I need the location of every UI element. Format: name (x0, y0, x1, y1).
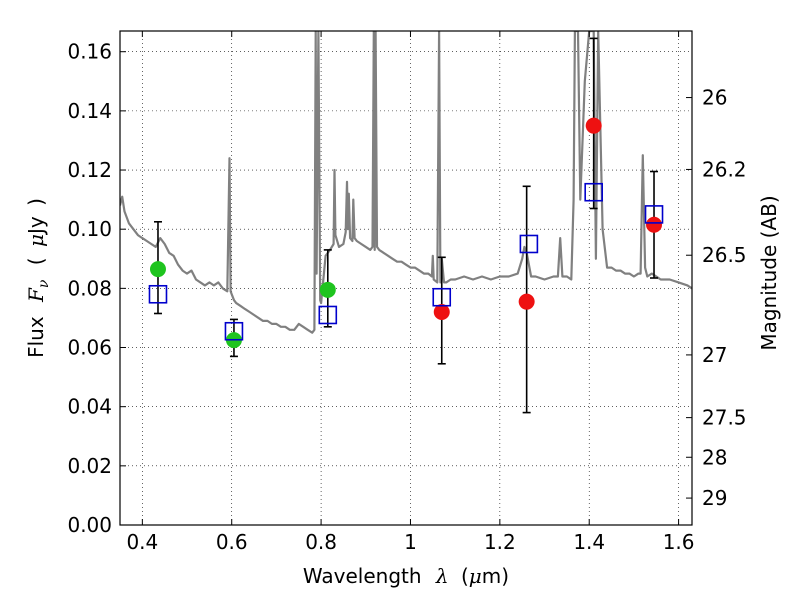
red-data-point (646, 216, 663, 233)
y-tick-label: 0.06 (67, 336, 112, 360)
y-tick-label: 0.10 (67, 217, 112, 241)
x-tick-label: 0.4 (126, 530, 158, 554)
y2-tick-label: 27.5 (702, 406, 747, 430)
y-axis-unit-close: ) (24, 198, 48, 206)
markers (148, 37, 664, 414)
grid (120, 31, 692, 526)
x-tick-label: 1 (404, 530, 417, 554)
x-tick-label: 0.6 (216, 530, 248, 554)
model-spectrum-line (120, 31, 692, 334)
x-axis-title-text: Wavelength (303, 564, 422, 588)
red-data-point (433, 304, 450, 321)
y-tick-label: 0.14 (67, 99, 112, 123)
y-axis-unit-open: ( (24, 257, 48, 265)
y2-tick-label: 28 (702, 445, 727, 469)
model-photometry-square (224, 321, 244, 341)
y2-tick-label: 26.2 (702, 157, 747, 181)
model-photometry-square (318, 305, 338, 325)
y-axis-unit-prefix: μ (24, 234, 48, 247)
y-tick-label: 0.16 (67, 40, 112, 64)
x-tick-label: 1.4 (573, 530, 605, 554)
model-photometry-square (432, 287, 452, 307)
data-series (120, 31, 692, 334)
y-tick-label: 0.04 (67, 395, 112, 419)
green-data-point (319, 281, 336, 298)
x-axis-unit-prefix: μ (469, 564, 482, 588)
y-tick-label: 0.00 (67, 513, 112, 537)
red-data-point (518, 293, 535, 310)
y2-tick-label: 29 (702, 486, 727, 510)
x-axis-title: Wavelength λ (μm) (303, 564, 509, 588)
y2-tick-label: 27 (702, 343, 727, 367)
x-tick-label: 1.6 (663, 530, 695, 554)
y2-tick-label: 26.5 (702, 243, 747, 267)
y-axis-unit: Jy (24, 216, 48, 236)
x-axis-unit-close: ) (501, 564, 509, 588)
y2-tick-label: 26 (702, 86, 727, 110)
ticks: 0.4 0.6 0.8 1 1.2 1.4 1.6 0.00 0.02 0.04 0.06 0.08 0… (67, 31, 747, 554)
y2-axis-title: Magnitude (AB) (757, 195, 781, 350)
x-axis-unit: m (482, 564, 501, 588)
plot-frame (119, 30, 693, 526)
model-photometry-square (519, 234, 539, 254)
x-tick-label: 0.8 (305, 530, 337, 554)
y-axis-symbol-sub: ν (36, 279, 52, 288)
y-axis-title-text: Flux (24, 316, 48, 358)
model-photometry-square (148, 284, 168, 304)
red-data-point (585, 117, 602, 134)
y-axis-title: Flux Fν ( μJy ) (24, 198, 53, 358)
green-data-point (149, 261, 166, 278)
y-tick-label: 0.12 (67, 158, 112, 182)
model-photometry-square (584, 182, 603, 202)
y-tick-label: 0.02 (67, 454, 112, 478)
model-photometry-square (644, 205, 664, 224)
y-tick-label: 0.08 (67, 276, 112, 300)
x-axis-unit-open: ( (461, 564, 469, 588)
y-axis-symbol: F (24, 287, 48, 303)
x-axis-symbol: λ (435, 564, 449, 588)
x-tick-label: 1.2 (484, 530, 516, 554)
